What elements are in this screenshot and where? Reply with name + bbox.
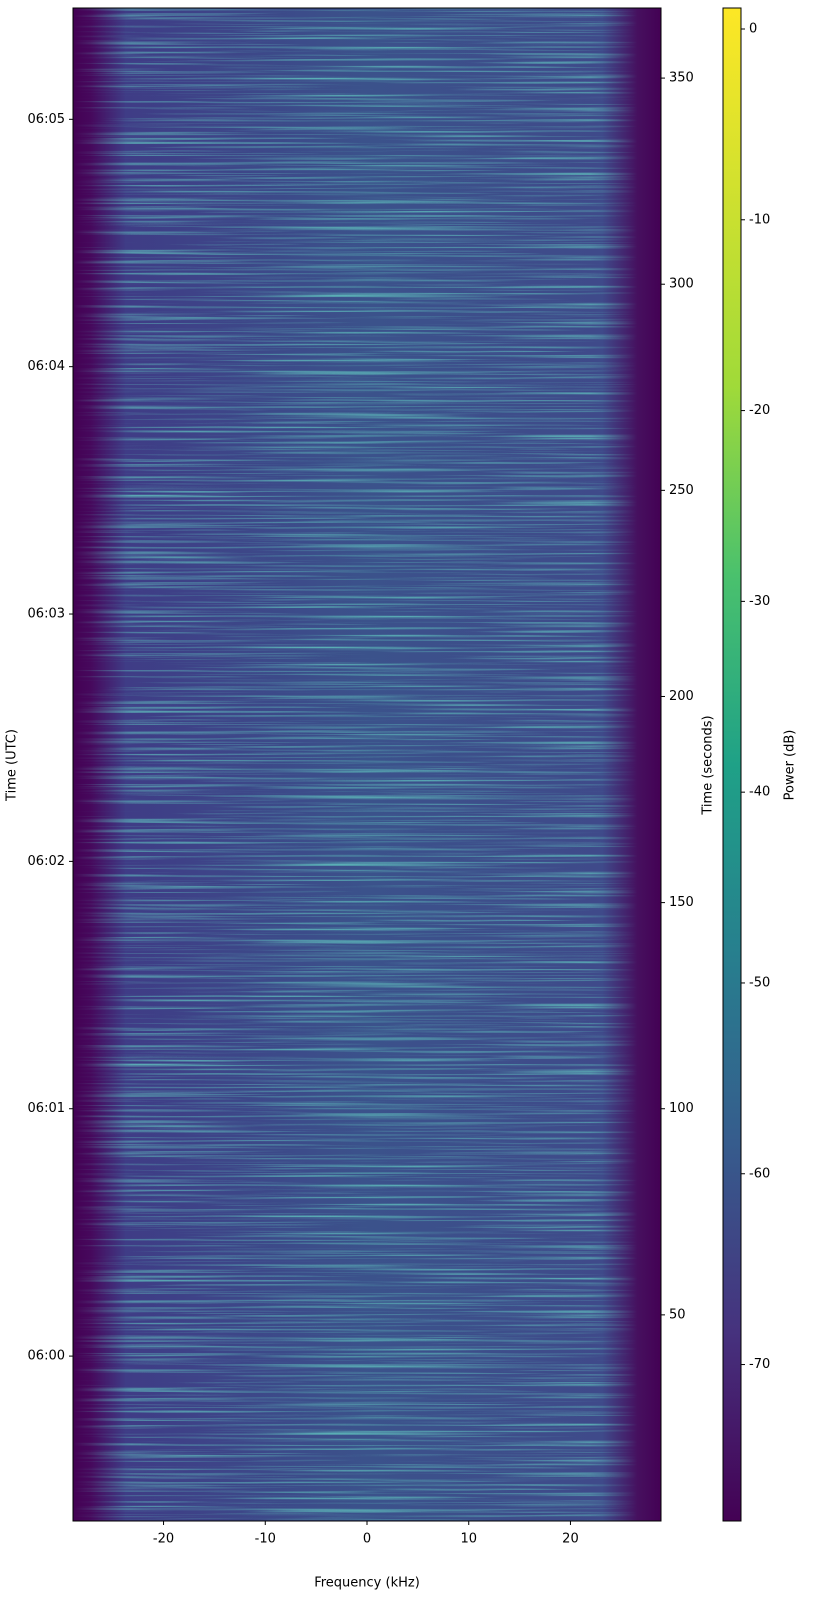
y-tick-label: 06:01 [28, 1101, 65, 1116]
colorbar-tick-label: -20 [749, 403, 770, 418]
y2-tick-label: 50 [669, 1307, 686, 1322]
y-tick-label: 06:00 [28, 1349, 65, 1364]
colorbar [722, 7, 742, 1522]
colorbar-tick-label: 0 [749, 21, 757, 36]
colorbar-label: Power (dB) [783, 730, 798, 801]
y-tick-label: 06:03 [28, 607, 65, 622]
colorbar-tick-label: -50 [749, 975, 770, 990]
x-tick-label: 10 [460, 1532, 477, 1547]
x-tick-label: 0 [363, 1532, 371, 1547]
x-tick-label: -20 [153, 1532, 174, 1547]
y-tick-label: 06:04 [28, 359, 65, 374]
colorbar-tick-label: -60 [749, 1166, 770, 1181]
colorbar-tick-label: -40 [749, 785, 770, 800]
y-tick-label: 06:02 [28, 854, 65, 869]
y2-tick-label: 100 [669, 1101, 694, 1116]
y-axis-label: Time (UTC) [5, 729, 20, 802]
x-tick-label: -10 [255, 1532, 276, 1547]
x-tick-label: 20 [562, 1532, 579, 1547]
colorbar-tick-label: -30 [749, 594, 770, 609]
y2-tick-label: 250 [669, 483, 694, 498]
y2-tick-label: 150 [669, 895, 694, 910]
y2-tick-label: 350 [669, 71, 694, 86]
spectrogram-texture [73, 8, 661, 1521]
colorbar-tick-label: -10 [749, 212, 770, 227]
y2-tick-label: 300 [669, 277, 694, 292]
y2-tick-label: 200 [669, 689, 694, 704]
x-axis-label: Frequency (kHz) [314, 1576, 420, 1591]
y2-axis-label: Time (seconds) [701, 715, 716, 815]
colorbar-tick-label: -70 [749, 1357, 770, 1372]
y-tick-label: 06:05 [28, 112, 65, 127]
